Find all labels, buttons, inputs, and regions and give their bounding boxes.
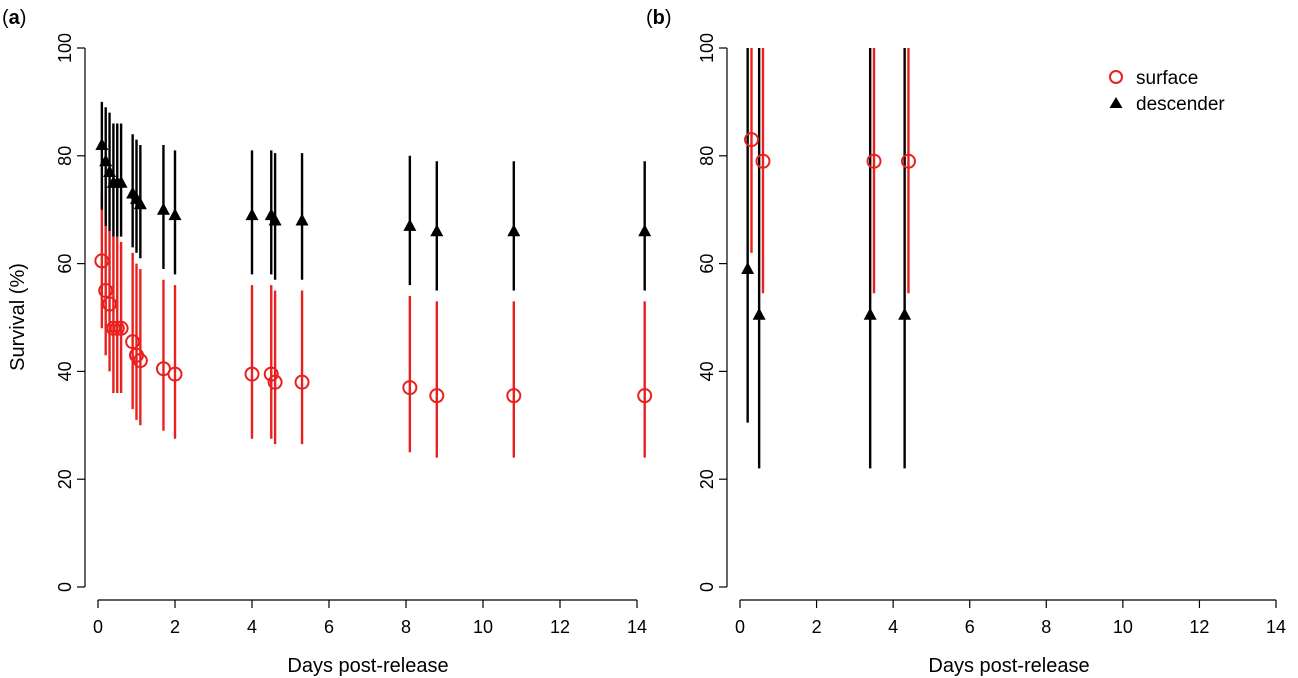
descender-point [898,307,912,320]
surface-point [506,388,522,404]
panel-a-error-bars [100,101,646,458]
surface-point [263,366,279,382]
y-tick-label: 80 [697,146,717,166]
y-tick-label: 100 [697,33,717,63]
y-tick-label: 20 [697,469,717,489]
descender-point [430,224,444,237]
y-tick-label: 100 [55,33,75,63]
panel-a-markers [94,138,653,404]
y-tick-label: 0 [697,582,717,592]
descender-point [863,307,877,320]
legend-descender-marker [1109,97,1123,108]
x-tick-label: 4 [247,617,257,637]
descender-point [638,224,652,237]
descender-point [507,224,521,237]
surface-point [167,366,183,382]
descender-point [295,213,309,226]
panel-b: (b) 0 2 4 6 8 10 12 14 0 20 40 60 80 100 Days post-re… [646,7,1286,677]
panel-b-markers [741,132,916,320]
panel-a-axes: 0 2 4 6 8 10 12 14 0 20 40 60 80 100 [55,33,647,637]
descender-point [245,208,259,221]
descender-point [741,261,755,274]
surface-point [125,334,141,350]
surface-point [900,153,916,169]
descender-point [268,213,282,226]
descender-point [114,175,128,188]
surface-point [105,320,121,336]
panel-b-x-axis-label: Days post-release [928,655,1089,677]
surface-point [102,296,118,312]
panel-a-x-axis-label: Days post-release [287,655,448,677]
x-tick-label: 14 [1266,617,1286,637]
x-tick-label: 0 [93,617,103,637]
descender-point [95,138,109,151]
surface-point [109,320,125,336]
x-tick-label: 2 [170,617,180,637]
surface-point [294,374,310,390]
surface-point [743,132,759,148]
surface-point [429,388,445,404]
x-tick-label: 12 [550,617,570,637]
descender-point [752,307,766,320]
x-tick-label: 10 [473,617,493,637]
x-tick-label: 2 [812,617,822,637]
surface-point [94,253,110,269]
x-tick-label: 6 [324,617,334,637]
y-tick-label: 40 [697,361,717,381]
descender-point [403,218,417,231]
x-tick-label: 12 [1189,617,1209,637]
descender-point [168,208,182,221]
x-tick-label: 4 [888,617,898,637]
surface-point [637,388,653,404]
legend-surface-label: surface [1136,68,1198,89]
surface-point [244,366,260,382]
panel-b-error-bars [746,48,910,469]
legend: surface descender [1109,68,1225,115]
y-tick-label: 80 [55,146,75,166]
y-tick-label: 60 [697,254,717,274]
x-tick-label: 6 [965,617,975,637]
y-tick-label: 60 [55,254,75,274]
legend-descender-label: descender [1136,94,1225,115]
panel-label-a: (a) [2,7,26,29]
surface-point [267,374,283,390]
surface-point [402,380,418,396]
y-tick-label: 0 [55,582,75,592]
panel-b-axes: 0 2 4 6 8 10 12 14 0 20 40 60 80 100 [697,33,1286,637]
panel-a: (a) 0 2 4 6 8 10 12 14 0 20 40 60 80 100 Days post-re… [2,7,653,677]
surface-point [113,320,129,336]
x-tick-label: 8 [1041,617,1051,637]
x-tick-label: 10 [1113,617,1133,637]
surface-point [98,283,114,299]
descender-point [103,164,117,177]
x-tick-label: 0 [735,617,745,637]
y-tick-label: 20 [55,469,75,489]
x-tick-label: 14 [627,617,647,637]
surface-point [132,353,148,369]
y-tick-label: 40 [55,361,75,381]
panel-a-y-axis-label: Survival (%) [7,263,29,371]
descender-point [156,202,170,215]
surface-point [755,153,771,169]
descender-point [99,154,113,167]
surface-point [866,153,882,169]
x-tick-label: 8 [401,617,411,637]
descender-point [133,197,147,210]
legend-surface-marker [1109,70,1123,84]
panel-label-b: (b) [646,7,672,29]
